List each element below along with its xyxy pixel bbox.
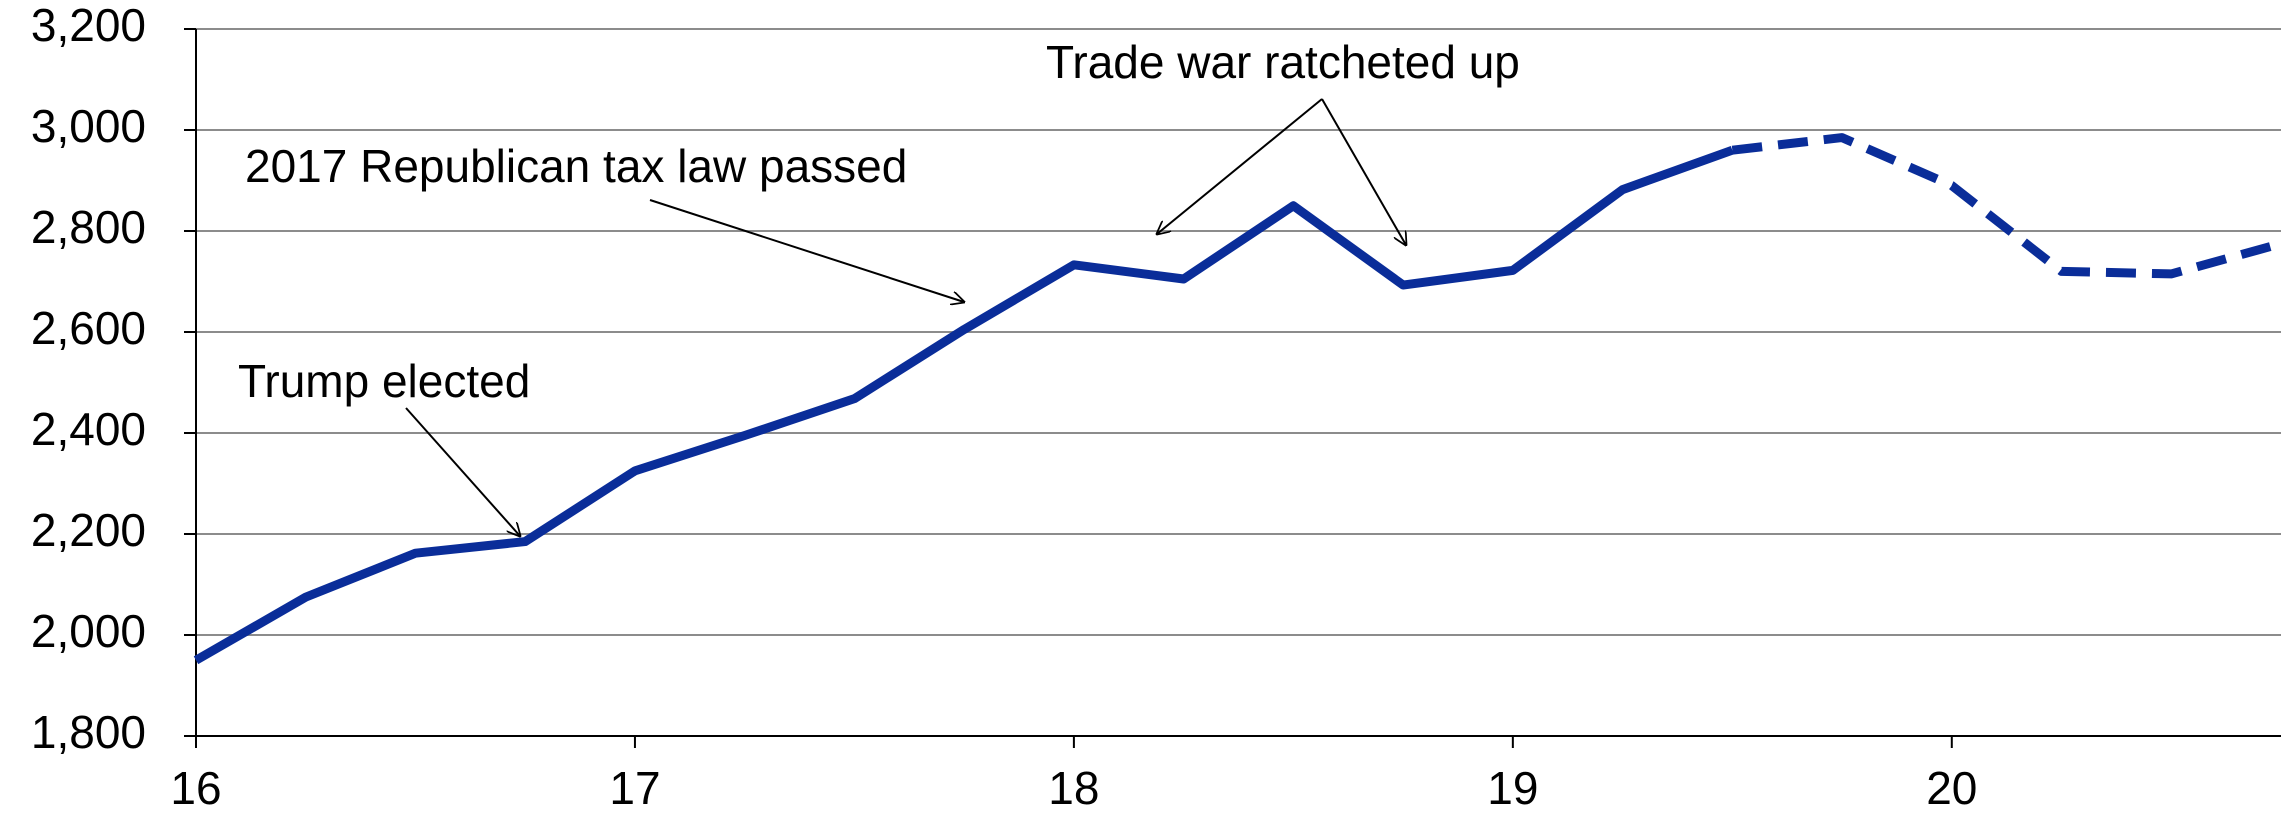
- annotation: Trump elected: [238, 355, 530, 407]
- annotation: 2017 Republican tax law passed: [245, 140, 907, 192]
- x-tick-label: 16: [170, 762, 221, 814]
- x-tick-label: 17: [609, 762, 660, 814]
- y-tick-label: 2,800: [31, 201, 146, 253]
- y-tick-label: 3,200: [31, 0, 146, 51]
- annotation-arrow: [1321, 98, 1406, 245]
- annotation-arrow: [1157, 98, 1323, 234]
- series-line: [1731, 133, 2283, 279]
- annotation-arrow: [649, 199, 964, 302]
- y-tick-label: 2,200: [31, 504, 146, 556]
- x-tick-label: 20: [1926, 762, 1977, 814]
- y-tick-label: 1,800: [31, 706, 146, 758]
- y-tick-label: 2,600: [31, 302, 146, 354]
- series-line: [193, 145, 1734, 665]
- annotation: Trade war ratcheted up: [1046, 36, 1520, 88]
- x-tick-label: 18: [1048, 762, 1099, 814]
- y-tick-label: 2,400: [31, 403, 146, 455]
- y-tick-label: 2,000: [31, 605, 146, 657]
- annotation-arrow: [405, 407, 520, 536]
- y-tick-label: 3,000: [31, 100, 146, 152]
- x-tick-label: 19: [1487, 762, 1538, 814]
